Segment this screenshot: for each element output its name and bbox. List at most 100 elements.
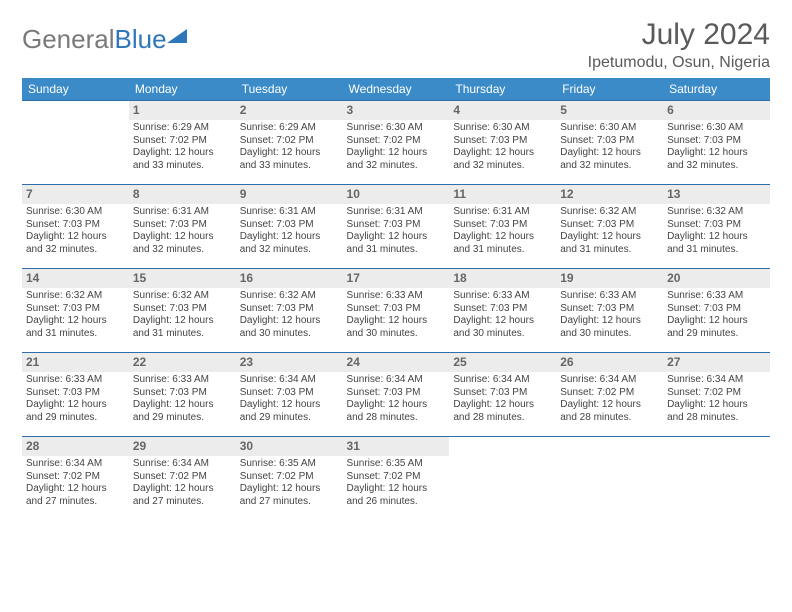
daylight-line: Daylight: 12 hours and 30 minutes. [240, 315, 339, 340]
calendar-day-cell: .. [22, 101, 129, 185]
weekday-header: Wednesday [343, 78, 450, 101]
day-number: 9 [236, 185, 343, 204]
sunset-line: Sunset: 7:03 PM [560, 135, 659, 148]
sunrise-line: Sunrise: 6:31 AM [453, 206, 552, 219]
calendar-day-cell: 19Sunrise: 6:33 AMSunset: 7:03 PMDayligh… [556, 269, 663, 353]
day-number: 25 [449, 353, 556, 372]
day-content: Sunrise: 6:34 AMSunset: 7:02 PMDaylight:… [22, 456, 129, 512]
daylight-line: Daylight: 12 hours and 31 minutes. [347, 231, 446, 256]
day-number: 15 [129, 269, 236, 288]
day-content: Sunrise: 6:35 AMSunset: 7:02 PMDaylight:… [343, 456, 450, 512]
calendar-day-cell: 22Sunrise: 6:33 AMSunset: 7:03 PMDayligh… [129, 353, 236, 437]
day-number: 7 [22, 185, 129, 204]
sunset-line: Sunset: 7:02 PM [347, 471, 446, 484]
daylight-line: Daylight: 12 hours and 31 minutes. [453, 231, 552, 256]
sunrise-line: Sunrise: 6:29 AM [133, 122, 232, 135]
sunset-line: Sunset: 7:03 PM [26, 219, 125, 232]
weekday-header: Friday [556, 78, 663, 101]
calendar-day-cell: 26Sunrise: 6:34 AMSunset: 7:02 PMDayligh… [556, 353, 663, 437]
calendar-day-cell: 18Sunrise: 6:33 AMSunset: 7:03 PMDayligh… [449, 269, 556, 353]
sunrise-line: Sunrise: 6:33 AM [347, 290, 446, 303]
weekday-header: Monday [129, 78, 236, 101]
calendar-day-cell: 25Sunrise: 6:34 AMSunset: 7:03 PMDayligh… [449, 353, 556, 437]
day-number: 24 [343, 353, 450, 372]
weekday-header: Tuesday [236, 78, 343, 101]
day-content: Sunrise: 6:31 AMSunset: 7:03 PMDaylight:… [129, 204, 236, 260]
sunrise-line: Sunrise: 6:30 AM [347, 122, 446, 135]
day-content: Sunrise: 6:32 AMSunset: 7:03 PMDaylight:… [663, 204, 770, 260]
sunset-line: Sunset: 7:02 PM [240, 135, 339, 148]
day-number: 18 [449, 269, 556, 288]
calendar-body: ..1Sunrise: 6:29 AMSunset: 7:02 PMDaylig… [22, 101, 770, 521]
sunset-line: Sunset: 7:03 PM [560, 303, 659, 316]
calendar-day-cell: 16Sunrise: 6:32 AMSunset: 7:03 PMDayligh… [236, 269, 343, 353]
sunset-line: Sunset: 7:03 PM [453, 387, 552, 400]
daylight-line: Daylight: 12 hours and 32 minutes. [26, 231, 125, 256]
daylight-line: Daylight: 12 hours and 29 minutes. [667, 315, 766, 340]
day-content: Sunrise: 6:33 AMSunset: 7:03 PMDaylight:… [449, 288, 556, 344]
weekday-header: Thursday [449, 78, 556, 101]
calendar-day-cell: 21Sunrise: 6:33 AMSunset: 7:03 PMDayligh… [22, 353, 129, 437]
calendar-day-cell: 29Sunrise: 6:34 AMSunset: 7:02 PMDayligh… [129, 437, 236, 521]
daylight-line: Daylight: 12 hours and 31 minutes. [26, 315, 125, 340]
sunset-line: Sunset: 7:03 PM [667, 303, 766, 316]
header: GeneralBlue July 2024 Ipetumodu, Osun, N… [22, 18, 770, 72]
daylight-line: Daylight: 12 hours and 32 minutes. [133, 231, 232, 256]
daylight-line: Daylight: 12 hours and 31 minutes. [667, 231, 766, 256]
sunset-line: Sunset: 7:03 PM [240, 387, 339, 400]
sunrise-line: Sunrise: 6:34 AM [26, 458, 125, 471]
day-number: 26 [556, 353, 663, 372]
day-number: 5 [556, 101, 663, 120]
sunset-line: Sunset: 7:02 PM [26, 471, 125, 484]
daylight-line: Daylight: 12 hours and 33 minutes. [240, 147, 339, 172]
day-number: 29 [129, 437, 236, 456]
calendar-week-row: ..1Sunrise: 6:29 AMSunset: 7:02 PMDaylig… [22, 101, 770, 185]
calendar-day-cell: 27Sunrise: 6:34 AMSunset: 7:02 PMDayligh… [663, 353, 770, 437]
daylight-line: Daylight: 12 hours and 33 minutes. [133, 147, 232, 172]
day-content: Sunrise: 6:29 AMSunset: 7:02 PMDaylight:… [129, 120, 236, 176]
daylight-line: Daylight: 12 hours and 27 minutes. [240, 483, 339, 508]
daylight-line: Daylight: 12 hours and 28 minutes. [347, 399, 446, 424]
day-content: Sunrise: 6:32 AMSunset: 7:03 PMDaylight:… [556, 204, 663, 260]
logo: GeneralBlue [22, 24, 187, 55]
sunset-line: Sunset: 7:03 PM [347, 219, 446, 232]
calendar-day-cell: 6Sunrise: 6:30 AMSunset: 7:03 PMDaylight… [663, 101, 770, 185]
sunset-line: Sunset: 7:03 PM [453, 303, 552, 316]
sunrise-line: Sunrise: 6:33 AM [26, 374, 125, 387]
calendar-day-cell: 14Sunrise: 6:32 AMSunset: 7:03 PMDayligh… [22, 269, 129, 353]
calendar-day-cell: 11Sunrise: 6:31 AMSunset: 7:03 PMDayligh… [449, 185, 556, 269]
daylight-line: Daylight: 12 hours and 32 minutes. [453, 147, 552, 172]
calendar-day-cell: 23Sunrise: 6:34 AMSunset: 7:03 PMDayligh… [236, 353, 343, 437]
daylight-line: Daylight: 12 hours and 28 minutes. [667, 399, 766, 424]
day-content: Sunrise: 6:33 AMSunset: 7:03 PMDaylight:… [663, 288, 770, 344]
sunset-line: Sunset: 7:02 PM [133, 471, 232, 484]
day-content: Sunrise: 6:32 AMSunset: 7:03 PMDaylight:… [22, 288, 129, 344]
day-number: 20 [663, 269, 770, 288]
sunset-line: Sunset: 7:02 PM [347, 135, 446, 148]
calendar-day-cell: 12Sunrise: 6:32 AMSunset: 7:03 PMDayligh… [556, 185, 663, 269]
sunrise-line: Sunrise: 6:30 AM [560, 122, 659, 135]
day-number: 11 [449, 185, 556, 204]
sunset-line: Sunset: 7:02 PM [133, 135, 232, 148]
day-content: Sunrise: 6:34 AMSunset: 7:03 PMDaylight:… [343, 372, 450, 428]
daylight-line: Daylight: 12 hours and 32 minutes. [240, 231, 339, 256]
calendar-day-cell: 30Sunrise: 6:35 AMSunset: 7:02 PMDayligh… [236, 437, 343, 521]
logo-word1: General [22, 24, 115, 54]
sunrise-line: Sunrise: 6:32 AM [26, 290, 125, 303]
sunset-line: Sunset: 7:03 PM [347, 303, 446, 316]
day-number: 13 [663, 185, 770, 204]
sunset-line: Sunset: 7:02 PM [667, 387, 766, 400]
weekday-header: Sunday [22, 78, 129, 101]
day-number: 27 [663, 353, 770, 372]
sunrise-line: Sunrise: 6:35 AM [240, 458, 339, 471]
day-number: 21 [22, 353, 129, 372]
sunrise-line: Sunrise: 6:33 AM [560, 290, 659, 303]
day-content: Sunrise: 6:31 AMSunset: 7:03 PMDaylight:… [236, 204, 343, 260]
day-number: 19 [556, 269, 663, 288]
weekday-header: Saturday [663, 78, 770, 101]
sunset-line: Sunset: 7:03 PM [26, 303, 125, 316]
sunrise-line: Sunrise: 6:35 AM [347, 458, 446, 471]
calendar-week-row: 28Sunrise: 6:34 AMSunset: 7:02 PMDayligh… [22, 437, 770, 521]
day-number: 3 [343, 101, 450, 120]
sunrise-line: Sunrise: 6:33 AM [133, 374, 232, 387]
